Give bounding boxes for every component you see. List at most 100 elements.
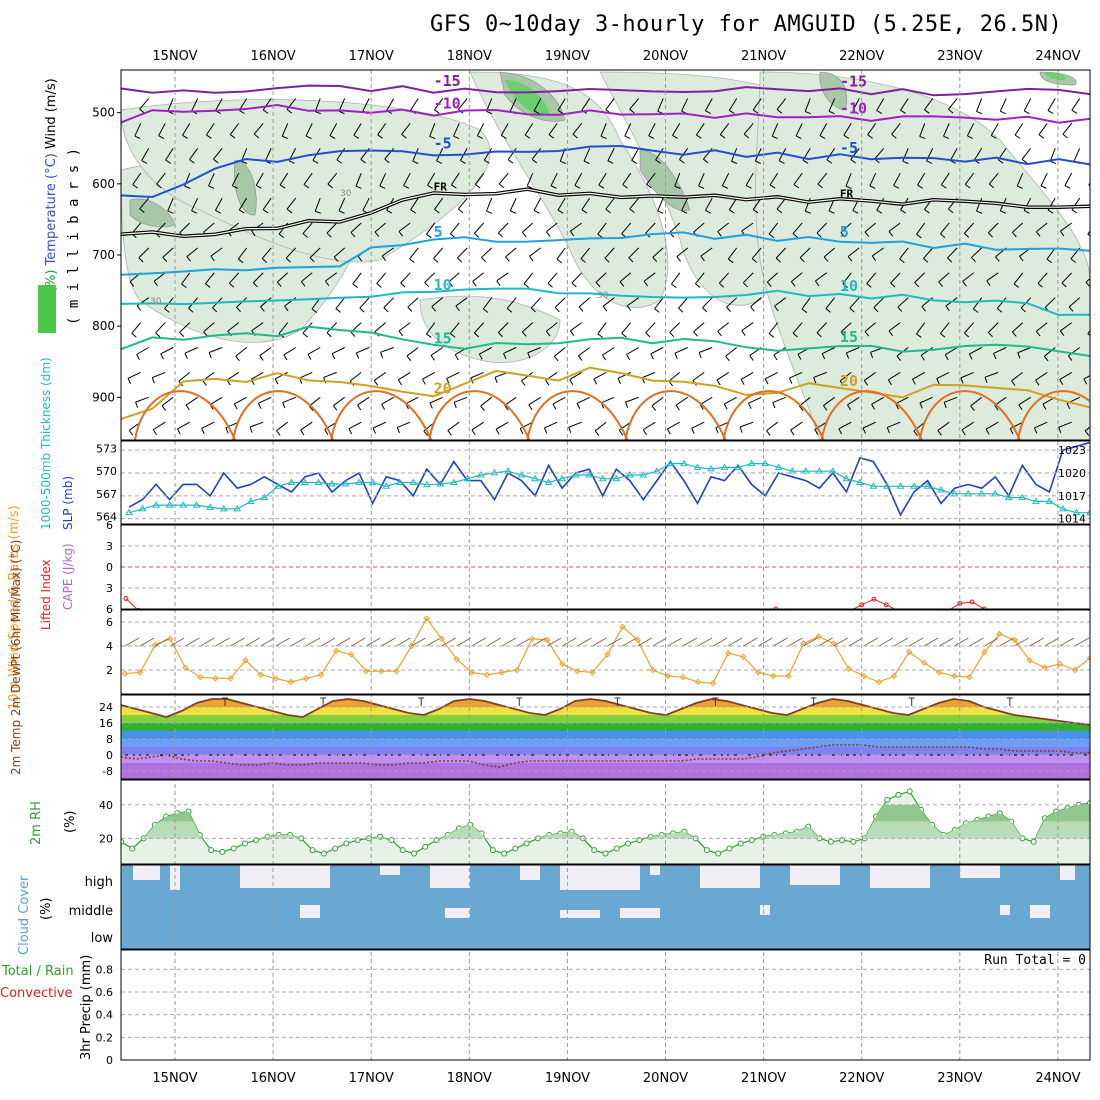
wind-barb bbox=[348, 421, 362, 430]
panel-frame-pr bbox=[120, 949, 1091, 1061]
wind-barb bbox=[255, 172, 264, 186]
date-label-top: 22NOV bbox=[839, 49, 884, 64]
wind-barb-flag bbox=[308, 405, 314, 412]
temp-contour-25 bbox=[232, 390, 335, 440]
wind-barb-flag bbox=[1091, 136, 1097, 138]
wind-barb bbox=[595, 272, 607, 283]
wind-barb-flag bbox=[984, 377, 988, 384]
wind-barb-flag bbox=[379, 185, 386, 189]
wind-barb-flag bbox=[225, 427, 229, 434]
precip-tick-label: 0.6 bbox=[96, 986, 114, 999]
wind-barb bbox=[693, 322, 705, 333]
temp-contour-25 bbox=[624, 390, 727, 440]
wind10-barb bbox=[969, 637, 984, 647]
wind-barb bbox=[424, 272, 436, 283]
wind-barb bbox=[533, 98, 542, 112]
wind10-barb bbox=[833, 637, 848, 647]
wind-barb-flag bbox=[426, 333, 432, 338]
wind-barb-flag bbox=[249, 426, 253, 433]
wind-barb bbox=[725, 347, 738, 357]
wind-barb-flag bbox=[1000, 110, 1006, 115]
temp-ylabel-text: 2m Temp 2m DewPt (6hr Min/Max) (°C) bbox=[9, 540, 23, 775]
wind-barb bbox=[940, 322, 950, 334]
wind-barb-flag bbox=[398, 231, 404, 237]
precip-tick-label: 0 bbox=[106, 1054, 113, 1067]
wind-barb bbox=[969, 347, 982, 355]
wind10-marker bbox=[890, 672, 898, 680]
wind-barb bbox=[338, 197, 346, 212]
thickness-tick-label: 567 bbox=[96, 488, 117, 501]
wind-barb bbox=[693, 222, 705, 233]
wind-barb bbox=[574, 172, 583, 186]
wind-barb bbox=[692, 371, 705, 382]
wind-barb-flag bbox=[1011, 232, 1017, 238]
wind-barb bbox=[845, 172, 852, 187]
wind-barb bbox=[314, 98, 321, 112]
wind-barb-flag bbox=[655, 159, 661, 164]
slp-tick-label: 1023 bbox=[1058, 444, 1086, 457]
contour-label: FR bbox=[434, 181, 448, 194]
wind-barb bbox=[397, 421, 411, 428]
wind-barb-flag bbox=[311, 308, 318, 313]
wind-barb-flag bbox=[895, 403, 899, 410]
wind-barbs bbox=[127, 98, 1100, 436]
wind-barb-flag bbox=[1096, 209, 1100, 213]
li-tick-label: 6 bbox=[106, 519, 113, 532]
wind-barb bbox=[153, 421, 166, 431]
wind10-marker bbox=[951, 672, 958, 680]
wind-barb bbox=[325, 272, 338, 282]
cloud-gap bbox=[1030, 905, 1050, 918]
wind-barb bbox=[181, 272, 191, 285]
li-ylabel: Lifted Index bbox=[39, 559, 53, 630]
wind-barb-flag bbox=[699, 404, 704, 410]
contour-label: 10 bbox=[434, 276, 452, 294]
cloud-level-label: middle bbox=[69, 904, 113, 919]
wind-barb bbox=[500, 123, 509, 136]
wind-barb-flag bbox=[215, 209, 221, 214]
wind-barb-flag bbox=[213, 158, 219, 164]
thickness-marker bbox=[544, 478, 553, 485]
li-ylabels: Lifted Index CAPE (J/kg) bbox=[39, 543, 75, 630]
wind-barb-flag bbox=[849, 307, 855, 313]
wind-barb-flag bbox=[654, 308, 660, 313]
thickness-marker bbox=[1031, 497, 1040, 504]
wind-barb-flag bbox=[964, 233, 970, 238]
wind-barb-flag bbox=[529, 256, 534, 262]
wind-barb bbox=[547, 272, 558, 284]
wind-barb bbox=[949, 148, 958, 161]
wind-barb bbox=[1096, 198, 1100, 209]
wind-barb-flag bbox=[902, 160, 909, 164]
wind-barb-flag bbox=[528, 404, 533, 411]
wind-barb bbox=[302, 222, 313, 234]
wind-barb-flag bbox=[864, 331, 870, 337]
wind10-barb bbox=[456, 637, 471, 647]
wind-barb bbox=[483, 148, 493, 161]
wind-barb-flag bbox=[136, 354, 141, 360]
wind-barb bbox=[155, 322, 166, 334]
ylabel-unit: ( m i l l i b a r s ) bbox=[66, 148, 82, 325]
wind-barb-flag bbox=[913, 430, 918, 436]
wind10-barb bbox=[667, 637, 683, 647]
wind-barb bbox=[976, 98, 983, 112]
wind-barb-flag bbox=[132, 184, 138, 189]
wind-barb bbox=[650, 347, 664, 355]
wind-barb bbox=[258, 396, 272, 404]
wind-barb-flag bbox=[776, 208, 783, 214]
wind-barb bbox=[605, 197, 615, 210]
wind-barb bbox=[331, 347, 345, 355]
wind-barb-flag bbox=[1035, 379, 1040, 386]
wind-barb bbox=[940, 172, 950, 186]
wind10-marker bbox=[936, 669, 943, 676]
pressure-ylabel: ( m i l l i b a r s ) bbox=[66, 148, 82, 325]
wind-barb bbox=[158, 123, 166, 136]
rh2m-marker bbox=[332, 845, 339, 852]
wind-barb-flag bbox=[353, 134, 360, 139]
wind-barb bbox=[398, 322, 411, 332]
wind10-barb bbox=[245, 637, 260, 647]
thickness-marker bbox=[355, 478, 363, 485]
wind-barb bbox=[253, 123, 264, 135]
wind-tick-label: 4 bbox=[106, 640, 113, 653]
thickness-marker bbox=[165, 501, 174, 508]
wind-barb-flag bbox=[241, 160, 248, 164]
wind-barb bbox=[581, 98, 591, 111]
